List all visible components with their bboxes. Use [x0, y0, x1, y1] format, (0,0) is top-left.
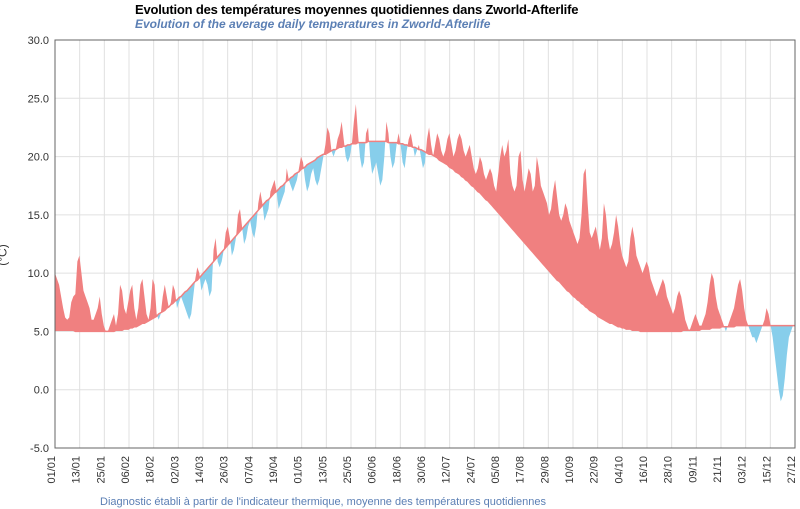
svg-text:10/09: 10/09 [564, 456, 576, 484]
svg-text:16/10: 16/10 [638, 456, 650, 484]
svg-text:09/11: 09/11 [687, 456, 699, 483]
svg-text:01/01: 01/01 [46, 456, 58, 484]
svg-text:15.0: 15.0 [28, 210, 49, 222]
svg-text:13/05: 13/05 [317, 456, 329, 484]
svg-text:25/01: 25/01 [95, 456, 107, 484]
svg-text:12/07: 12/07 [441, 456, 453, 484]
svg-text:27/12: 27/12 [786, 456, 798, 484]
svg-text:21/11: 21/11 [712, 456, 724, 483]
svg-text:06/06: 06/06 [367, 456, 379, 484]
svg-text:28/10: 28/10 [663, 456, 675, 484]
svg-text:14/03: 14/03 [194, 456, 206, 484]
svg-text:07/04: 07/04 [243, 456, 255, 484]
svg-text:17/08: 17/08 [515, 456, 527, 484]
svg-text:03/12: 03/12 [737, 456, 749, 484]
svg-text:18/02: 18/02 [145, 456, 157, 484]
svg-text:24/07: 24/07 [465, 456, 477, 484]
svg-text:26/03: 26/03 [219, 456, 231, 484]
svg-text:19/04: 19/04 [268, 456, 280, 484]
svg-text:30.0: 30.0 [28, 35, 49, 47]
svg-text:13/01: 13/01 [71, 456, 83, 484]
chart-footer-note: Diagnostic établi à partir de l'indicate… [100, 496, 546, 508]
svg-text:25.0: 25.0 [28, 93, 49, 105]
svg-text:10.0: 10.0 [28, 268, 49, 280]
svg-text:25/05: 25/05 [342, 456, 354, 484]
temperature-chart: Evolution des températures moyennes quot… [0, 0, 800, 509]
svg-text:04/10: 04/10 [613, 456, 625, 484]
svg-text:5.0: 5.0 [34, 326, 49, 338]
svg-text:30/06: 30/06 [416, 456, 428, 484]
svg-text:01/05: 01/05 [293, 456, 305, 484]
svg-text:06/02: 06/02 [120, 456, 132, 484]
svg-text:-5.0: -5.0 [30, 443, 49, 455]
chart-canvas: -5.0 0.0 5.0 10.0 15.0 20.0 25.0 30.0 01/01 13/01… [0, 0, 800, 509]
svg-text:0.0: 0.0 [34, 385, 49, 397]
svg-text:22/09: 22/09 [589, 456, 601, 484]
svg-text:20.0: 20.0 [28, 152, 49, 164]
svg-text:18/06: 18/06 [391, 456, 403, 484]
svg-text:02/03: 02/03 [169, 456, 181, 484]
svg-text:29/08: 29/08 [539, 456, 551, 484]
svg-text:15/12: 15/12 [761, 456, 773, 484]
svg-text:05/08: 05/08 [490, 456, 502, 484]
